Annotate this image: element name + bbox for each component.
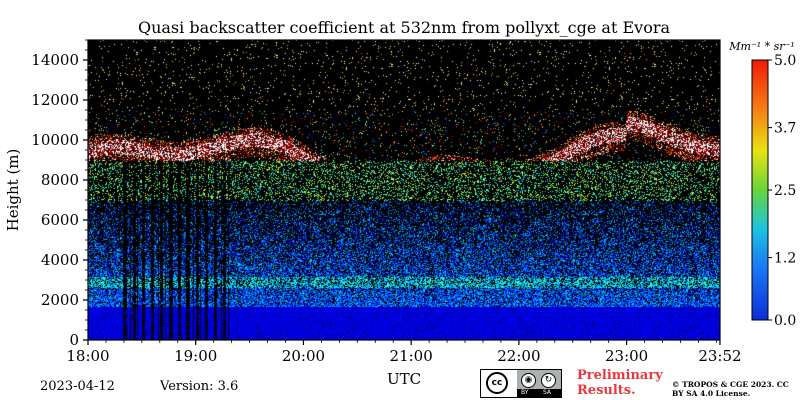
y-tick-label: 2000 bbox=[41, 291, 79, 309]
colorbar-gradient bbox=[751, 59, 769, 321]
by-icon: ◉ bbox=[521, 373, 536, 388]
x-tick-label: 23:00 bbox=[605, 347, 648, 365]
heatmap-image bbox=[88, 40, 720, 340]
x-axis-label: UTC bbox=[387, 370, 421, 388]
colorbar: 0.0 1.2 2.5 3.7 5.0 bbox=[751, 53, 796, 329]
colorbar-tick-label: 3.7 bbox=[774, 121, 796, 137]
license-strip-by: BY bbox=[521, 389, 529, 396]
plot-area bbox=[87, 39, 721, 341]
colorbar-tick-label: 5.0 bbox=[774, 53, 796, 69]
version-label: Version: 3.6 bbox=[160, 379, 239, 394]
cc-icon: cc bbox=[486, 372, 508, 394]
y-axis-label: Height (m) bbox=[4, 149, 22, 232]
x-axis: 18:00 19:00 20:00 21:00 22:00 23:00 23:52 bbox=[66, 340, 742, 365]
y-tick-label: 14000 bbox=[31, 51, 79, 69]
x-tick-label: 22:00 bbox=[497, 347, 540, 365]
x-tick-label: 21:00 bbox=[390, 347, 433, 365]
x-tick-label: 19:00 bbox=[174, 347, 217, 365]
y-tick-label: 6000 bbox=[41, 211, 79, 229]
sa-icon: ↻ bbox=[541, 373, 556, 388]
y-axis: 0 2000 4000 6000 8000 10000 12000 14000 bbox=[31, 39, 88, 349]
y-tick-label: 8000 bbox=[41, 171, 79, 189]
colorbar-label: Mm⁻¹ * sr⁻¹ bbox=[728, 40, 795, 53]
y-tick-label: 12000 bbox=[31, 91, 79, 109]
colorbar-tick-label: 1.2 bbox=[774, 251, 796, 267]
license-strip-sa: SA bbox=[543, 389, 552, 396]
measurement-date: 2023-04-12 bbox=[40, 379, 115, 394]
y-tick-label: 0 bbox=[69, 331, 79, 349]
preliminary-results-label: Preliminary Results. bbox=[577, 368, 663, 398]
chart-title: Quasi backscatter coefficient at 532nm f… bbox=[138, 18, 671, 37]
colorbar-tick-label: 2.5 bbox=[774, 183, 796, 199]
copyright-notice: © TROPOS & CGE 2023. CC BY SA 4.0 Licens… bbox=[672, 380, 789, 398]
x-tick-label: 18:00 bbox=[66, 347, 109, 365]
x-tick-label: 20:00 bbox=[282, 347, 325, 365]
x-tick-label: 23:52 bbox=[698, 347, 741, 365]
y-tick-label: 10000 bbox=[31, 131, 79, 149]
cc-license-badge: cc ◉ ↻ BY SA bbox=[480, 369, 562, 398]
y-tick-label: 4000 bbox=[41, 251, 79, 269]
colorbar-tick-label: 0.0 bbox=[774, 313, 796, 329]
